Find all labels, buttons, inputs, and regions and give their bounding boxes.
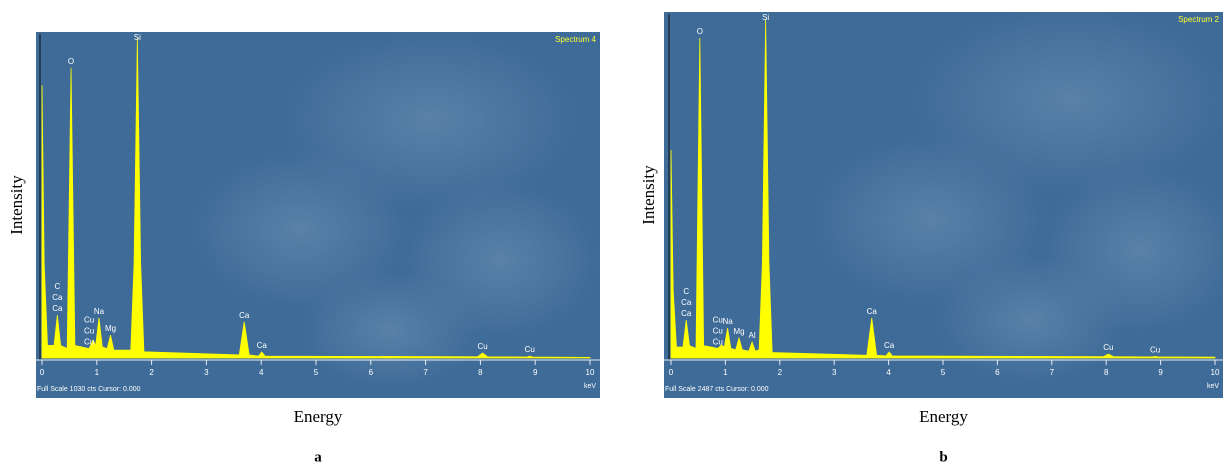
x-axis-label: Energy xyxy=(294,407,343,426)
x-tick-label: 9 xyxy=(1158,368,1163,377)
y-axis-label: Intensity xyxy=(7,175,26,235)
peak-label: C xyxy=(683,287,689,296)
peak-label: Cu xyxy=(477,342,487,351)
x-tick-label: 1 xyxy=(95,368,100,377)
x-tick-label: 5 xyxy=(941,368,946,377)
x-tick-label: 2 xyxy=(778,368,783,377)
peak-label: Al xyxy=(748,331,755,340)
figure: 012345678910keVFull Scale 1030 cts Curso… xyxy=(0,0,1223,466)
peak-label: Na xyxy=(94,307,105,316)
peak-label: Cu xyxy=(1150,345,1160,354)
panel-label: a xyxy=(314,449,322,465)
peak-label: O xyxy=(697,27,703,36)
footer-text: Full Scale 1030 cts Cursor: 0.000 xyxy=(37,386,141,393)
peak-label: Cu xyxy=(525,345,535,354)
peak-label: Ca xyxy=(867,307,878,316)
spectrum-title: Spectrum 2 xyxy=(1178,15,1219,24)
x-tick-label: 10 xyxy=(1211,368,1220,377)
peak-label: Cu xyxy=(713,327,723,336)
x-tick-label: 8 xyxy=(478,368,483,377)
peak-label: Cu xyxy=(84,327,94,336)
x-tick-label: 10 xyxy=(586,368,595,377)
peak-label: Mg xyxy=(733,327,744,336)
x-tick-label: 6 xyxy=(369,368,374,377)
x-tick-label: 3 xyxy=(832,368,837,377)
peak-label: C xyxy=(54,282,60,291)
peak-label: Ca xyxy=(884,341,895,350)
footer-text: Full Scale 2487 cts Cursor: 0.000 xyxy=(665,386,769,393)
x-tick-label: 9 xyxy=(533,368,538,377)
peak-label: Cu xyxy=(713,338,723,347)
peak-label: Ca xyxy=(681,309,692,318)
x-tick-label: 4 xyxy=(886,368,891,377)
peak-label: Si xyxy=(762,13,769,22)
x-tick-label: 0 xyxy=(669,368,674,377)
peak-label: Si xyxy=(134,33,141,42)
peak-label: Cu xyxy=(84,316,94,325)
peak-label: Na xyxy=(722,317,733,326)
x-tick-label: 6 xyxy=(995,368,1000,377)
x-tick-label: 0 xyxy=(40,368,45,377)
peak-label: Ca xyxy=(52,293,63,302)
peak-label: Cu xyxy=(713,316,723,325)
peak-label: Cu xyxy=(1103,343,1113,352)
spectrum-title: Spectrum 4 xyxy=(555,35,596,44)
peak-label: Ca xyxy=(52,304,63,313)
peak-label: Ca xyxy=(239,311,250,320)
peak-label: O xyxy=(68,57,74,66)
x-unit: keV xyxy=(584,383,596,390)
panel-label: b xyxy=(939,449,947,465)
x-axis-label: Energy xyxy=(919,407,968,426)
x-tick-label: 1 xyxy=(723,368,728,377)
peak-label: Cu xyxy=(84,338,94,347)
peak-label: Mg xyxy=(105,324,116,333)
x-tick-label: 3 xyxy=(204,368,209,377)
peak-label: Ca xyxy=(681,298,692,307)
panel-background xyxy=(36,30,600,398)
x-tick-label: 7 xyxy=(423,368,428,377)
peak-label: Ca xyxy=(257,341,268,350)
x-tick-label: 7 xyxy=(1050,368,1055,377)
x-tick-label: 4 xyxy=(259,368,264,377)
x-tick-label: 2 xyxy=(149,368,154,377)
x-unit: keV xyxy=(1207,383,1219,390)
y-axis-label: Intensity xyxy=(639,165,658,225)
x-tick-label: 8 xyxy=(1104,368,1109,377)
x-tick-label: 5 xyxy=(314,368,319,377)
